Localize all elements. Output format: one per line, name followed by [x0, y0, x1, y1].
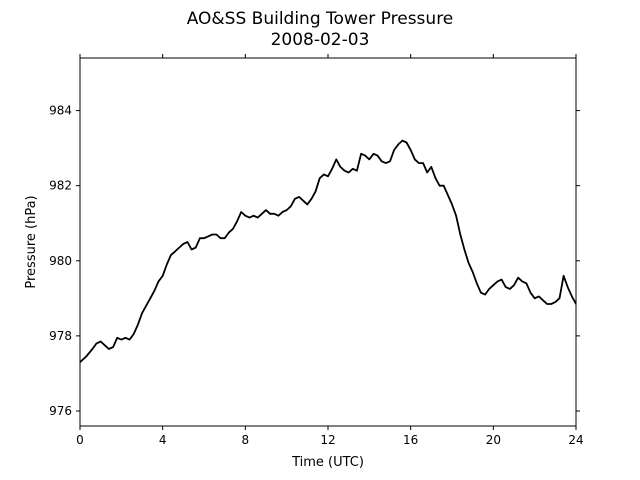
y-tick-label: 980: [49, 254, 72, 268]
series-layer: [79, 139, 577, 363]
pressure-series-line: [79, 139, 577, 363]
y-tick-label: 982: [49, 179, 72, 193]
x-tick-label: 12: [320, 433, 335, 447]
plot-background: [80, 58, 576, 426]
x-axis-label: Time (UTC): [291, 455, 364, 470]
plot-area: [80, 58, 576, 426]
chart-subtitle: 2008-02-03: [271, 30, 370, 50]
plot-frame: [79, 57, 577, 427]
chart-title: AO&SS Building Tower Pressure: [187, 9, 454, 29]
x-tick-label: 20: [486, 433, 501, 447]
x-tick-label: 8: [242, 433, 250, 447]
x-tick-label: 0: [76, 433, 84, 447]
x-tick-label: 16: [403, 433, 418, 447]
x-tick-label: 4: [159, 433, 167, 447]
y-tick-label: 984: [49, 104, 72, 118]
y-tick-label: 976: [49, 404, 72, 418]
y-axis-ticks: 976 978 980 982 984: [49, 104, 580, 418]
y-axis-label: Pressure (hPa): [24, 195, 39, 288]
y-tick-label: 978: [49, 329, 72, 343]
x-axis-ticks: 0 4 8 12 16 20 24: [76, 54, 584, 447]
x-tick-label: 24: [568, 433, 583, 447]
